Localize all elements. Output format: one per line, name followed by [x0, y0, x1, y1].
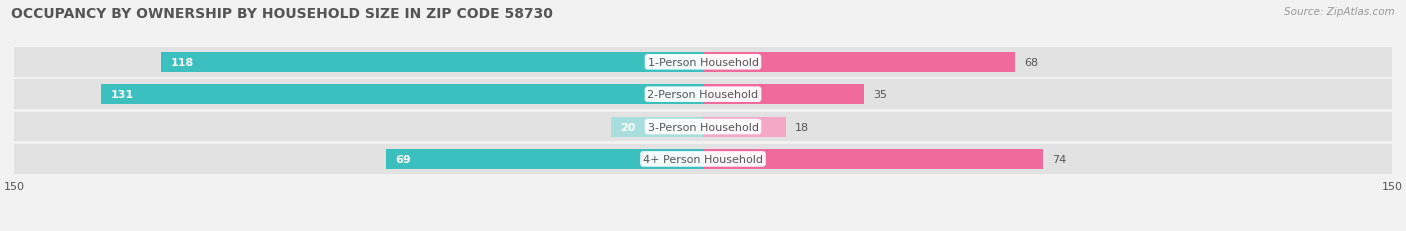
Text: 18: 18	[794, 122, 808, 132]
Bar	[387, 149, 703, 169]
Bar	[703, 117, 786, 137]
Bar	[101, 85, 703, 105]
Text: 3-Person Household: 3-Person Household	[648, 122, 758, 132]
Text: 68: 68	[1025, 58, 1039, 67]
Bar	[14, 48, 1392, 77]
Text: 2-Person Household: 2-Person Household	[647, 90, 759, 100]
Text: 118: 118	[170, 58, 194, 67]
Bar	[703, 149, 1043, 169]
Bar	[14, 112, 1392, 142]
Bar	[703, 85, 863, 105]
Text: 131: 131	[111, 90, 134, 100]
Bar	[14, 144, 1392, 174]
Text: 74: 74	[1052, 154, 1066, 164]
Bar	[14, 80, 1392, 109]
Text: 1-Person Household: 1-Person Household	[648, 58, 758, 67]
Bar	[612, 117, 703, 137]
Bar	[703, 52, 1015, 73]
Bar	[162, 52, 703, 73]
Text: 35: 35	[873, 90, 887, 100]
Text: 69: 69	[395, 154, 411, 164]
Text: OCCUPANCY BY OWNERSHIP BY HOUSEHOLD SIZE IN ZIP CODE 58730: OCCUPANCY BY OWNERSHIP BY HOUSEHOLD SIZE…	[11, 7, 553, 21]
Text: 4+ Person Household: 4+ Person Household	[643, 154, 763, 164]
Text: Source: ZipAtlas.com: Source: ZipAtlas.com	[1284, 7, 1395, 17]
Text: 20: 20	[620, 122, 636, 132]
